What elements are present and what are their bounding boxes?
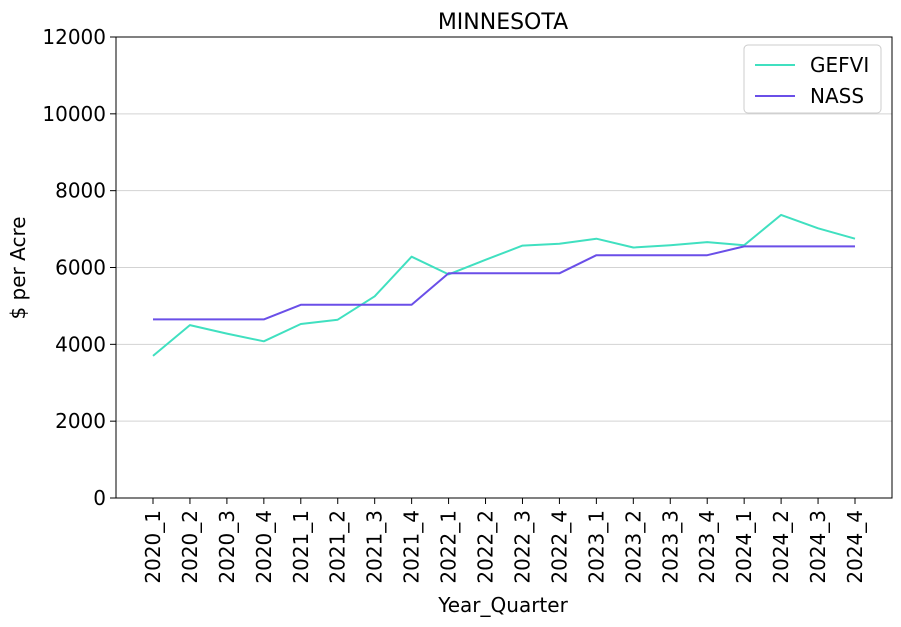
x-tick-label: 2023_2 xyxy=(621,510,645,584)
y-tick-label: 10000 xyxy=(42,102,106,126)
x-tick-label: 2021_4 xyxy=(400,510,424,584)
x-tick-label: 2022_1 xyxy=(437,510,461,584)
y-tick-label: 0 xyxy=(93,486,106,510)
x-tick-label: 2020_3 xyxy=(215,510,239,584)
legend-label: NASS xyxy=(810,84,864,108)
legend-label: GEFVI xyxy=(810,53,869,77)
x-tick-label: 2024_4 xyxy=(843,510,867,584)
y-tick-label: 12000 xyxy=(42,25,106,49)
series-line-nass xyxy=(153,245,855,321)
x-tick-label: 2022_4 xyxy=(547,510,571,584)
x-tick-label: 2021_3 xyxy=(363,510,387,584)
x-tick-label: 2022_2 xyxy=(474,510,498,584)
x-tick-label: 2020_1 xyxy=(141,510,165,584)
chart-title: MINNESOTA xyxy=(438,10,568,35)
x-tick-label: 2023_1 xyxy=(584,510,608,584)
x-tick-label: 2024_1 xyxy=(732,510,756,584)
x-tick-label: 2023_4 xyxy=(695,510,719,584)
series-line-gefvi xyxy=(152,213,856,357)
x-tick-label: 2022_3 xyxy=(510,510,534,584)
x-tick-label: 2024_3 xyxy=(806,510,830,584)
x-tick-label: 2024_2 xyxy=(769,510,793,584)
series-lines xyxy=(152,213,856,357)
y-axis: 0 2000 4000 6000 8000 10000 12000 xyxy=(42,25,116,510)
legend: GEFVI NASS xyxy=(743,44,882,114)
y-tick-label: 4000 xyxy=(55,332,106,356)
x-tick-label: 2020_4 xyxy=(252,510,276,584)
x-tick-label: 2021_1 xyxy=(289,510,313,584)
y-tick-label: 6000 xyxy=(55,256,106,280)
y-tick-label: 2000 xyxy=(55,409,106,433)
x-axis-label: Year_Quarter xyxy=(437,593,568,617)
x-tick-label: 2023_3 xyxy=(658,510,682,584)
y-tick-label: 8000 xyxy=(55,179,106,203)
x-axis: 2020_1 2020_2 2020_3 2020_4 2021_1 2021_2 2021… xyxy=(141,498,867,584)
y-axis-label: $ per Acre xyxy=(6,216,30,319)
x-tick-label: 2021_2 xyxy=(326,510,350,584)
x-tick-label: 2020_2 xyxy=(178,510,202,584)
